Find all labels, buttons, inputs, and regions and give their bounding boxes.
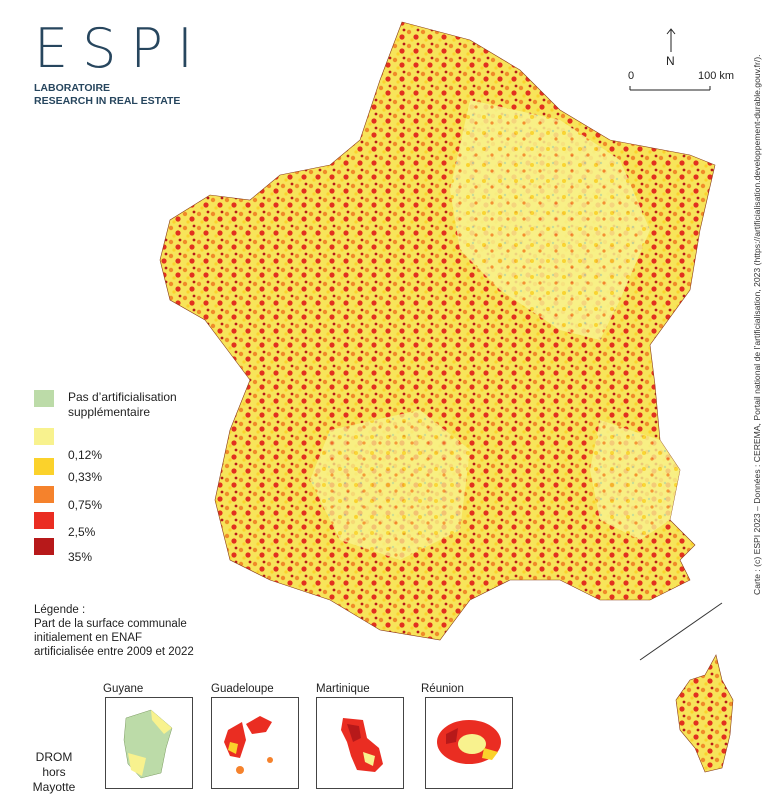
corsica	[675, 654, 734, 773]
legend-item: 35%	[34, 550, 92, 567]
logo-wordmark: ESPI	[34, 17, 207, 80]
scale-bar: N 0 100 km	[628, 28, 738, 98]
inset-title-guadeloupe: Guadeloupe	[211, 683, 274, 695]
inset-title-guyane: Guyane	[103, 683, 144, 695]
east-light-zone	[450, 100, 650, 340]
inset-reunion	[425, 697, 513, 789]
legend-caption: Légende : Part de la surface communale i…	[34, 603, 254, 659]
legend-swatch	[34, 512, 54, 529]
inset-title-reunion: Réunion	[421, 683, 464, 695]
espi-logo: ESPI LABORATOIRE RESEARCH IN REAL ESTATE	[34, 22, 207, 108]
legend-swatch	[34, 458, 54, 475]
france-mainland	[159, 21, 716, 641]
legend-label: 35%	[68, 550, 93, 564]
legend-swatch	[34, 390, 54, 407]
legend-item	[34, 486, 68, 503]
legend-caption-line: artificialisée entre 2009 et 2022	[34, 646, 194, 658]
inset-title-martinique: Martinique	[316, 683, 370, 695]
legend-item: 0,12%	[34, 448, 102, 465]
legend-label: 0,12%	[68, 448, 103, 462]
north-arrow-icon	[629, 28, 711, 91]
logo-subtitle: LABORATOIRE RESEARCH IN REAL ESTATE	[34, 82, 207, 108]
legend-item	[34, 428, 68, 445]
legend-caption-line: initialement en ENAF	[34, 632, 143, 644]
legend-swatch	[34, 428, 54, 445]
legend-label: 0,33%	[68, 470, 103, 484]
legend-label: 2,5%	[68, 525, 96, 539]
guyane-shape	[123, 709, 173, 779]
scale-max: 100 km	[698, 70, 735, 82]
legend-item: 2,5%	[34, 525, 95, 542]
corsica-separator	[639, 602, 723, 661]
inset-guyane	[105, 697, 193, 789]
legend-caption-title: Légende :	[34, 604, 86, 616]
logo-line-1: LABORATOIRE	[34, 82, 111, 94]
drom-label-line: Mayotte	[32, 780, 76, 794]
reunion-shape	[437, 720, 501, 764]
legend-label: Pas d’artificialisation supplémentaire	[68, 390, 177, 419]
legend-caption-line: Part de la surface communale	[34, 618, 187, 630]
legend-swatch	[34, 538, 54, 555]
drom-label: DROM hors Mayotte	[18, 750, 90, 795]
legend-item: 0,33%	[34, 470, 102, 487]
legend-item: Pas d’artificialisation supplémentaire	[34, 390, 177, 420]
inset-martinique	[316, 697, 404, 789]
legend-item	[34, 538, 68, 555]
legend-label: 0,75%	[68, 498, 103, 512]
legend-item: 0,75%	[34, 498, 102, 515]
inset-guadeloupe	[211, 697, 299, 789]
alps-zone	[590, 420, 680, 540]
legend-item	[34, 458, 68, 475]
drom-label-line: hors	[42, 765, 66, 779]
martinique-shape	[341, 718, 383, 772]
scale-zero: 0	[628, 70, 635, 82]
legend-item	[34, 512, 68, 529]
drom-label-line: DROM	[35, 750, 73, 764]
guadeloupe-shape	[224, 716, 273, 774]
north-label: N	[666, 54, 675, 68]
legend-swatch	[34, 486, 54, 503]
center-light-zone	[310, 410, 470, 560]
logo-line-2: RESEARCH IN REAL ESTATE	[34, 95, 181, 107]
source-credit: Carte : (c) ESPI 2023 – Données : CEREMA…	[752, 54, 762, 595]
